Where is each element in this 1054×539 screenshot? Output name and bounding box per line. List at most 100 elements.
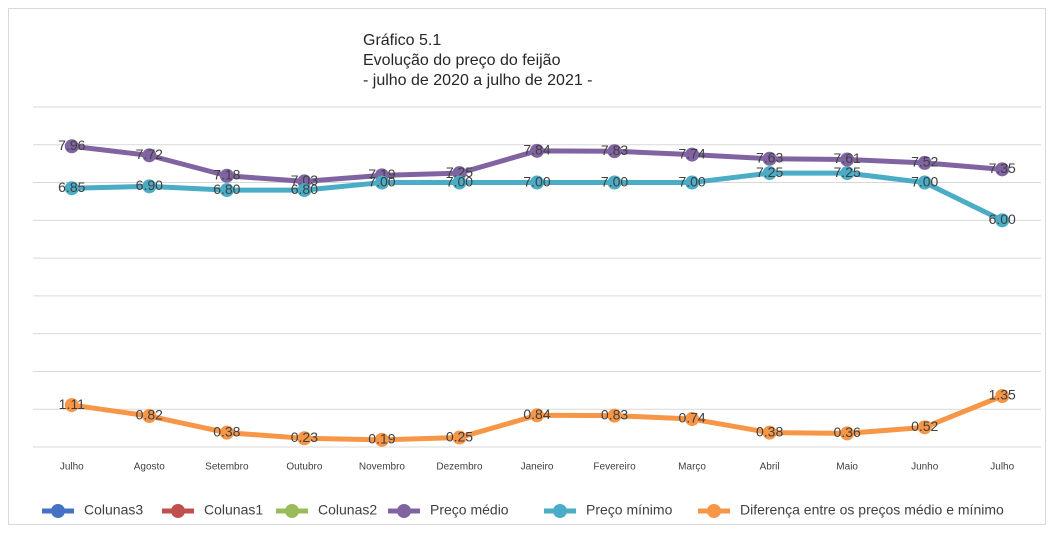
data-label: 7.18: [213, 166, 240, 182]
data-label: 6.80: [213, 181, 240, 197]
marker: [64, 181, 79, 196]
x-tick-label: Setembro: [205, 462, 249, 473]
legend-marker: [51, 504, 65, 518]
marker: [840, 152, 855, 167]
legend-label: Diferença entre os preços médio e mínimo: [740, 502, 1004, 518]
data-label: 0.52: [911, 418, 938, 434]
legend-marker: [553, 504, 567, 518]
x-tick-label: Abril: [760, 462, 780, 473]
data-label: 7.19: [368, 166, 395, 182]
data-label: 1.11: [59, 396, 85, 412]
legend-marker: [171, 504, 185, 518]
marker: [607, 408, 622, 423]
data-label: 0.83: [601, 406, 628, 422]
marker: [685, 175, 700, 190]
x-tick-label: Fevereiro: [593, 462, 636, 473]
x-tick-label: Junho: [911, 462, 939, 473]
marker: [530, 143, 544, 158]
data-label: 6.00: [989, 211, 1016, 227]
marker: [607, 144, 622, 159]
marker: [995, 213, 1010, 228]
marker: [142, 148, 157, 163]
marker: [374, 175, 389, 190]
legend-label: Preço médio: [430, 502, 509, 518]
data-label: 7.25: [756, 164, 783, 180]
marker: [840, 166, 855, 181]
marker: [142, 179, 157, 194]
marker: [374, 432, 389, 447]
marker: [685, 412, 700, 427]
marker: [297, 431, 312, 446]
data-label: 7.00: [911, 173, 938, 189]
marker: [917, 420, 932, 435]
marker: [142, 409, 157, 424]
data-label: 6.90: [136, 177, 163, 193]
x-tick-label: Outubro: [286, 462, 323, 473]
data-label: 7.00: [678, 173, 705, 189]
chart-frame: [8, 8, 1046, 525]
data-label: 0.36: [834, 424, 861, 440]
marker: [452, 175, 467, 190]
data-label: 0.38: [213, 423, 240, 439]
x-tick-label: Janeiro: [521, 462, 554, 473]
data-label: 7.52: [911, 154, 938, 170]
x-tick-label: Agosto: [134, 462, 166, 473]
x-tick-label: Maio: [836, 462, 858, 473]
marker: [219, 425, 234, 440]
x-tick-label: Março: [678, 462, 706, 473]
data-label: 7.25: [446, 164, 473, 180]
data-label: 7.25: [834, 164, 861, 180]
data-label: 0.19: [368, 431, 395, 447]
data-label: 7.00: [446, 173, 473, 189]
data-label: 0.38: [756, 423, 783, 439]
chart-subtitle: Evolução do preço do feijão: [363, 52, 561, 69]
marker: [995, 389, 1010, 403]
marker: [917, 175, 932, 190]
data-label: 7.00: [368, 173, 395, 189]
data-label: 6.80: [291, 181, 318, 197]
legend-label: Colunas2: [318, 502, 377, 518]
chart-subtitle: - julho de 2020 a julho de 2021 -: [363, 72, 593, 89]
marker: [64, 139, 79, 154]
data-label: 0.82: [136, 407, 163, 423]
data-label: 7.72: [136, 146, 163, 162]
data-label: 7.03: [291, 172, 318, 188]
legend-label: Preço mínimo: [586, 502, 673, 518]
legend-label: Colunas1: [204, 502, 263, 518]
data-label: 7.74: [678, 145, 705, 161]
marker: [219, 168, 234, 183]
x-tick-label: Julho: [990, 462, 1014, 473]
marker: [762, 425, 777, 440]
marker: [685, 147, 700, 162]
data-label: 7.61: [834, 150, 861, 166]
legend-marker: [397, 504, 411, 518]
marker: [452, 430, 467, 445]
legend-marker: [285, 504, 299, 518]
marker: [840, 426, 855, 441]
data-label: 7.63: [756, 149, 783, 165]
data-label: 0.84: [523, 406, 550, 422]
marker: [995, 162, 1010, 177]
data-label: 7.00: [601, 173, 628, 189]
marker: [917, 155, 932, 170]
marker: [607, 175, 622, 190]
data-label: 0.23: [291, 429, 318, 445]
marker: [64, 398, 79, 413]
x-tick-label: Novembro: [359, 462, 406, 473]
legend-marker: [707, 504, 721, 518]
data-label: 7.83: [601, 142, 628, 158]
chart-title: Gráfico 5.1: [363, 32, 441, 49]
x-tick-label: Dezembro: [436, 462, 483, 473]
data-label: 7.00: [523, 173, 550, 189]
marker: [219, 183, 234, 198]
marker: [530, 408, 544, 423]
data-label: 0.25: [446, 428, 473, 444]
marker: [762, 151, 777, 166]
data-label: 1.35: [989, 387, 1016, 403]
marker: [530, 175, 544, 190]
legend-label: Colunas3: [84, 502, 143, 518]
data-label: 6.85: [58, 179, 85, 195]
data-label: 7.35: [989, 160, 1016, 176]
data-label: 7.84: [523, 142, 550, 158]
